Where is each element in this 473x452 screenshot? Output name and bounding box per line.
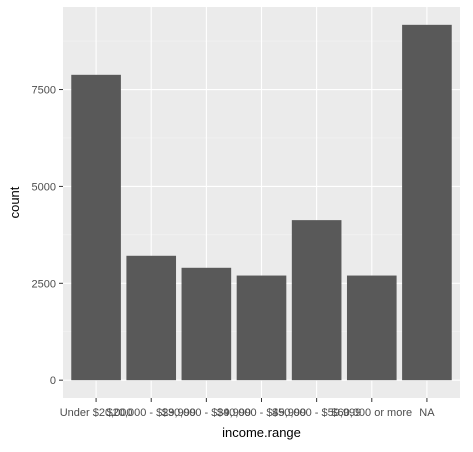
bars-group — [71, 24, 452, 381]
x-tick-label: $20,000 - $29,999 — [107, 407, 196, 419]
x-tick-label: $30,000 - $39,999 — [162, 407, 251, 419]
x-tick-label: $50,000 - $59,999 — [272, 407, 361, 419]
y-axis-ticks: 0 2500 5000 7500 — [32, 85, 63, 387]
y-tick-label: 2500 — [32, 278, 56, 290]
x-axis-title: income.range — [222, 425, 301, 440]
bar — [71, 74, 121, 381]
bar — [291, 220, 342, 381]
x-tick-label: Under $20,000 — [60, 407, 133, 419]
bar — [402, 24, 452, 381]
y-tick-label: 5000 — [32, 181, 56, 193]
y-tick-label: 0 — [50, 375, 56, 387]
x-tick-label: $60,000 or more — [331, 407, 412, 419]
y-tick-label: 7500 — [32, 85, 56, 97]
x-axis-ticks: Under $20,000$20,000 - $29,999$30,000 - … — [60, 398, 435, 419]
bar — [236, 275, 287, 381]
bar — [126, 255, 177, 381]
x-tick-label: $40,000 - $49,999 — [217, 407, 306, 419]
bar — [346, 275, 397, 381]
y-axis-title: count — [7, 186, 22, 218]
x-tick-label: NA — [419, 407, 435, 419]
bar — [181, 267, 232, 381]
